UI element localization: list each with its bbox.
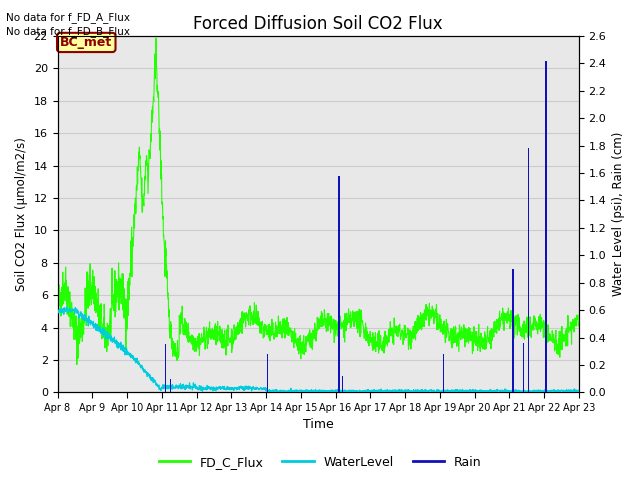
Bar: [528, 148, 529, 393]
Title: Forced Diffusion Soil CO2 Flux: Forced Diffusion Soil CO2 Flux: [193, 15, 443, 33]
Y-axis label: Soil CO2 Flux (µmol/m2/s): Soil CO2 Flux (µmol/m2/s): [15, 137, 28, 291]
Bar: [443, 354, 444, 393]
Bar: [545, 60, 547, 393]
Legend: FD_C_Flux, WaterLevel, Rain: FD_C_Flux, WaterLevel, Rain: [154, 451, 486, 474]
Y-axis label: Water Level (psi), Rain (cm): Water Level (psi), Rain (cm): [612, 132, 625, 296]
Bar: [164, 345, 166, 393]
Text: BC_met: BC_met: [60, 36, 113, 49]
X-axis label: Time: Time: [303, 419, 333, 432]
Bar: [522, 343, 524, 393]
Bar: [342, 376, 343, 393]
Bar: [512, 269, 513, 393]
Bar: [339, 176, 340, 393]
Bar: [267, 354, 269, 393]
Text: No data for f_FD_B_Flux: No data for f_FD_B_Flux: [6, 26, 131, 37]
Text: No data for f_FD_A_Flux: No data for f_FD_A_Flux: [6, 12, 131, 23]
Bar: [170, 379, 171, 393]
